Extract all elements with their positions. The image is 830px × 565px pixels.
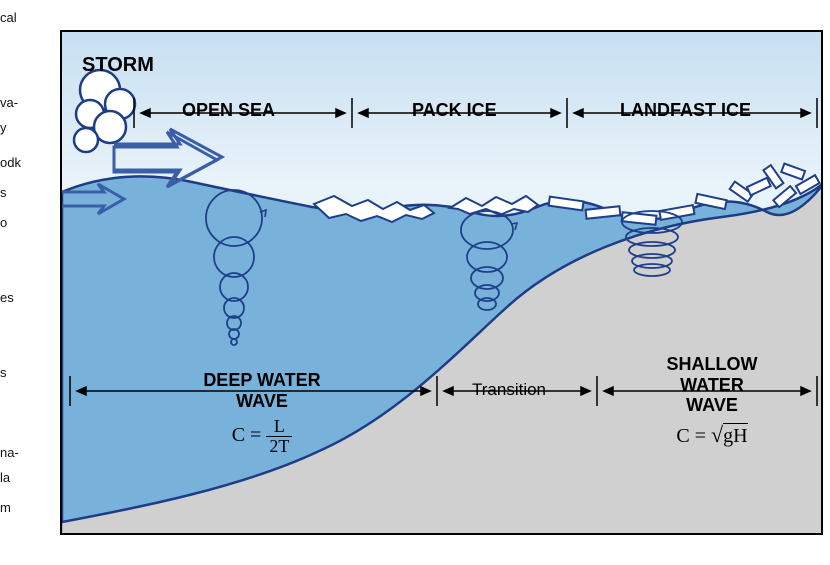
zone-pack-ice: PACK ICE [412,100,497,121]
side-frag: m [0,500,55,515]
shallow-l2: WATER [680,375,744,395]
deep-num: L [266,417,292,437]
side-frag: s [0,365,55,380]
shallow-l1: SHALLOW [667,354,758,374]
shallow-l3: WAVE [686,395,738,415]
zone-landfast-ice: LANDFAST ICE [620,100,751,121]
deep-formula: C = L 2T [232,417,293,456]
transition-label: Transition [472,380,546,400]
side-frag: es [0,290,55,305]
deep-lhs: C = [232,424,262,446]
side-frag: y [0,120,55,135]
side-frag: s [0,185,55,200]
side-frag: odk [0,155,55,170]
side-frag: o [0,215,55,230]
deep-l1: DEEP WATER [203,370,320,390]
side-frag: na- [0,445,55,460]
side-frag: la [0,470,55,485]
shallow-water-wave-label: SHALLOW WATER WAVE C = √gH [632,354,792,448]
shallow-under: gH [723,423,747,447]
side-frag: cal [0,10,55,25]
zone-open-sea: OPEN SEA [182,100,275,121]
shallow-formula: C = √gH [676,422,747,448]
storm-label: STORM [82,54,154,77]
wave-ice-diagram: STORM OPEN SEA PACK ICE LANDFAST ICE DEE… [60,30,823,535]
deep-den: 2T [266,437,292,456]
storm-cloud-icon [74,70,135,152]
deep-water-wave-label: DEEP WATER WAVE C = L 2T [172,370,352,456]
deep-l2: WAVE [236,391,288,411]
side-frag: va- [0,95,55,110]
